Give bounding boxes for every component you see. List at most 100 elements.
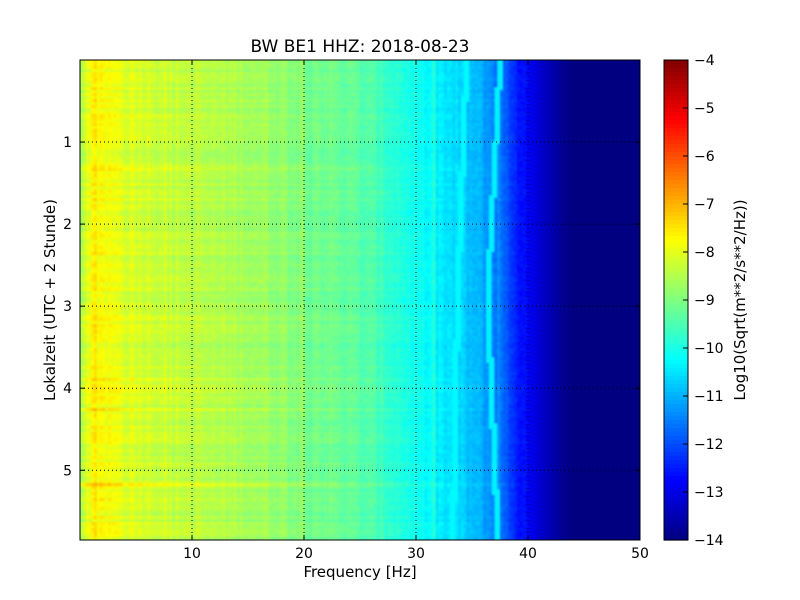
colorbar-segment <box>664 400 688 405</box>
colorbar-segment <box>664 216 688 221</box>
colorbar-segment <box>664 136 688 141</box>
colorbar-segment <box>664 312 688 317</box>
colorbar-segment <box>664 500 688 505</box>
colorbar-segment <box>664 196 688 201</box>
colorbar-segment <box>664 272 688 277</box>
colorbar-segment <box>664 104 688 109</box>
colorbar-segment <box>664 480 688 485</box>
colorbar-segment <box>664 140 688 145</box>
colorbar-tick-label: −7 <box>694 197 715 213</box>
colorbar-segment <box>664 512 688 517</box>
colorbar: −4 −5 −6 −7 −8 −9 −10 −11 −12 −13 −14 <box>663 53 724 549</box>
colorbar-segment <box>664 532 688 537</box>
colorbar-segment <box>664 484 688 489</box>
colorbar-segment <box>664 84 688 89</box>
colorbar-segment <box>664 416 688 421</box>
colorbar-tick-label: −14 <box>694 533 724 549</box>
colorbar-segment <box>664 444 688 449</box>
colorbar-segment <box>664 144 688 149</box>
colorbar-segment <box>664 276 688 281</box>
y-tick-label: 4 <box>63 381 72 397</box>
colorbar-segment <box>664 260 688 265</box>
colorbar-segment <box>664 68 688 73</box>
colorbar-segment <box>664 120 688 125</box>
colorbar-segment <box>664 468 688 473</box>
y-tick-label: 1 <box>63 135 72 151</box>
colorbar-segment <box>664 504 688 509</box>
y-axis: 1 2 3 4 5 <box>63 135 640 479</box>
colorbar-segment <box>664 304 688 309</box>
colorbar-segment <box>664 308 688 313</box>
colorbar-segment <box>664 412 688 417</box>
colorbar-segment <box>664 264 688 269</box>
colorbar-segment <box>664 100 688 105</box>
colorbar-segment <box>664 432 688 437</box>
colorbar-segment <box>664 96 688 101</box>
colorbar-segment <box>664 76 688 81</box>
colorbar-segment <box>664 508 688 513</box>
colorbar-segment <box>664 332 688 337</box>
colorbar-segment <box>664 300 688 305</box>
colorbar-segment <box>664 536 688 541</box>
colorbar-segment <box>664 232 688 237</box>
colorbar-segment <box>664 420 688 425</box>
colorbar-segment <box>664 328 688 333</box>
spectrogram-heatmap <box>80 60 640 540</box>
colorbar-segment <box>664 440 688 445</box>
colorbar-segment <box>664 256 688 261</box>
spectrogram-image <box>80 60 640 540</box>
colorbar-segment <box>664 184 688 189</box>
y-tick-label: 2 <box>63 217 72 233</box>
colorbar-segment <box>664 288 688 293</box>
colorbar-segment <box>664 220 688 225</box>
colorbar-segment <box>664 520 688 525</box>
colorbar-segment <box>664 292 688 297</box>
colorbar-segment <box>664 476 688 481</box>
colorbar-segment <box>664 108 688 113</box>
colorbar-segment <box>664 340 688 345</box>
y-tick-label: 3 <box>63 299 72 315</box>
colorbar-segment <box>664 64 688 69</box>
colorbar-segment <box>664 464 688 469</box>
colorbar-segment <box>664 168 688 173</box>
colorbar-segment <box>664 208 688 213</box>
x-tick-label: 20 <box>295 546 313 562</box>
x-axis: 10 20 30 40 50 <box>183 60 649 562</box>
colorbar-segment <box>664 380 688 385</box>
colorbar-segment <box>664 244 688 249</box>
colorbar-tick-label: −8 <box>694 245 715 261</box>
colorbar-segment <box>664 224 688 229</box>
colorbar-segment <box>664 176 688 181</box>
colorbar-segment <box>664 324 688 329</box>
colorbar-segment <box>664 344 688 349</box>
colorbar-segment <box>664 212 688 217</box>
colorbar-segment <box>664 404 688 409</box>
x-tick-label: 10 <box>183 546 201 562</box>
colorbar-segment <box>664 148 688 153</box>
x-tick-label: 40 <box>519 546 537 562</box>
colorbar-segment <box>664 488 688 493</box>
colorbar-segment <box>664 252 688 257</box>
colorbar-tick-label: −5 <box>694 101 715 117</box>
y-tick-label: 5 <box>63 463 72 479</box>
colorbar-segment <box>664 528 688 533</box>
chart-title: BW BE1 HHZ: 2018-08-23 <box>250 37 469 57</box>
colorbar-segment <box>664 92 688 97</box>
colorbar-segment <box>664 364 688 369</box>
colorbar-segment <box>664 392 688 397</box>
colorbar-label: Log10(Sqrt(m**2/s**2/Hz)) <box>731 199 749 400</box>
colorbar-segment <box>664 180 688 185</box>
x-axis-label: Frequency [Hz] <box>303 563 416 581</box>
colorbar-tick-label: −4 <box>694 53 715 69</box>
colorbar-segment <box>664 156 688 161</box>
colorbar-segment <box>664 116 688 121</box>
colorbar-tick-label: −13 <box>694 485 724 501</box>
colorbar-segment <box>664 72 688 77</box>
colorbar-segment <box>664 356 688 361</box>
colorbar-segment <box>664 492 688 497</box>
colorbar-segment <box>664 188 688 193</box>
colorbar-segment <box>664 124 688 129</box>
colorbar-segment <box>664 80 688 85</box>
colorbar-segment <box>664 424 688 429</box>
